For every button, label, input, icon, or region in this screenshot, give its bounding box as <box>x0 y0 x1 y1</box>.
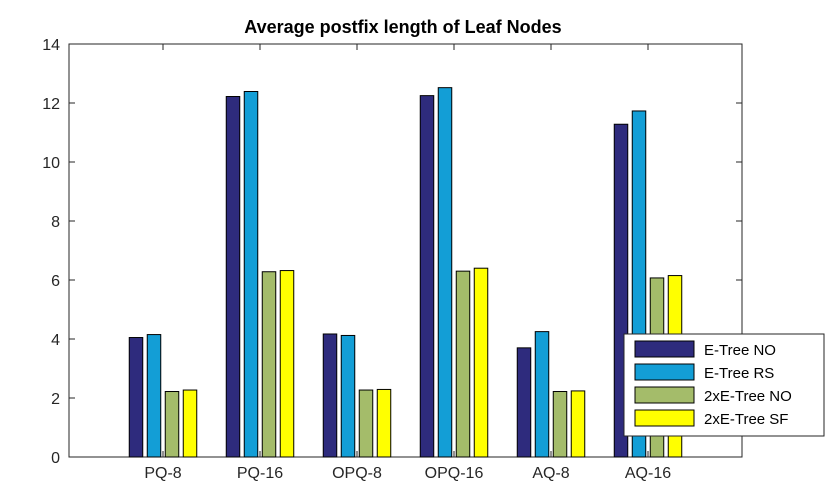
legend-label: 2xE-Tree NO <box>704 388 792 405</box>
bar-2xe-tree-sf-pq-8 <box>182 389 198 458</box>
bar-e-tree-rs-pq-16 <box>243 90 259 458</box>
y-tick-label: 4 <box>51 332 60 349</box>
axes-box <box>68 43 743 458</box>
legend: E-Tree NO E-Tree RS 2xE-Tree NO 2xE-Tree SF <box>623 333 825 437</box>
legend-label: 2xE-Tree SF <box>704 411 788 428</box>
x-tick-label: PQ-8 <box>144 465 181 482</box>
bar-e-tree-no-aq-8 <box>516 347 532 458</box>
bar-e-tree-no-pq-8 <box>128 337 144 458</box>
legend-swatch <box>634 363 695 381</box>
bar-2xe-tree-sf-aq-8 <box>570 390 586 458</box>
bar-e-tree-no-opq-16 <box>419 95 435 458</box>
bar-2xe-tree-no-pq-16 <box>261 271 277 458</box>
y-tick-label: 10 <box>42 155 60 172</box>
y-tick-label: 8 <box>51 214 60 231</box>
x-tick-label: AQ-8 <box>532 465 569 482</box>
bar-2xe-tree-sf-opq-16 <box>473 267 489 458</box>
legend-label: E-Tree RS <box>704 365 774 382</box>
bar-2xe-tree-sf-pq-16 <box>279 270 295 458</box>
y-tick-label: 2 <box>51 391 60 408</box>
bar-e-tree-rs-opq-8 <box>340 334 356 458</box>
y-tick-label: 0 <box>51 450 60 467</box>
bar-2xe-tree-no-pq-8 <box>164 391 180 458</box>
x-tick-label: OPQ-16 <box>425 465 484 482</box>
bar-2xe-tree-no-opq-8 <box>358 389 374 458</box>
bar-2xe-tree-sf-opq-8 <box>376 388 392 458</box>
y-tick-label: 12 <box>42 96 60 113</box>
legend-swatch <box>634 386 695 404</box>
legend-swatch <box>634 340 695 358</box>
bar-e-tree-rs-aq-8 <box>534 331 550 458</box>
bar-e-tree-rs-pq-8 <box>146 334 162 458</box>
legend-swatch <box>634 409 695 427</box>
bar-e-tree-no-opq-8 <box>322 333 338 458</box>
bar-e-tree-rs-opq-16 <box>437 87 453 458</box>
bar-2xe-tree-no-opq-16 <box>455 270 471 458</box>
y-tick-label: 14 <box>42 37 60 54</box>
x-tick-label: OPQ-8 <box>332 465 382 482</box>
legend-label: E-Tree NO <box>704 342 776 359</box>
chart-title: Average postfix length of Leaf Nodes <box>244 17 561 37</box>
y-tick-label: 6 <box>51 273 60 290</box>
x-tick-label: AQ-16 <box>625 465 671 482</box>
x-tick-label: PQ-16 <box>237 465 283 482</box>
bar-2xe-tree-no-aq-8 <box>552 391 568 458</box>
bar-e-tree-no-pq-16 <box>225 96 241 458</box>
